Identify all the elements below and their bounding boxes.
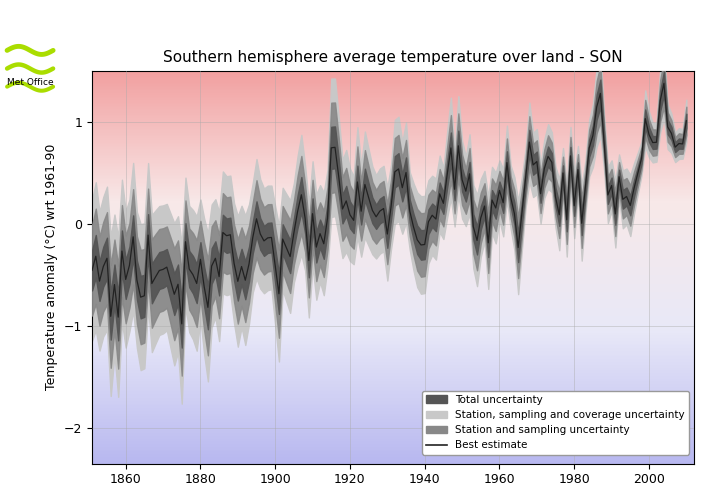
Best estimate bbox=[476, 215, 485, 221]
Best estimate bbox=[260, 238, 268, 244]
Best estimate bbox=[211, 255, 219, 261]
Best estimate bbox=[656, 98, 664, 104]
Best estimate bbox=[578, 220, 586, 226]
Text: Met Office: Met Office bbox=[7, 78, 54, 87]
Best estimate bbox=[178, 321, 186, 327]
Line: Best estimate: Best estimate bbox=[92, 83, 686, 324]
Best estimate bbox=[88, 268, 96, 274]
Legend: Total uncertainty, Station, sampling and coverage uncertainty, Station and sampl: Total uncertainty, Station, sampling and… bbox=[421, 391, 689, 455]
Y-axis label: Temperature anomaly (°C) wrt 1961-90: Temperature anomaly (°C) wrt 1961-90 bbox=[45, 144, 58, 390]
Best estimate bbox=[421, 241, 429, 247]
Title: Southern hemisphere average temperature over land - SON: Southern hemisphere average temperature … bbox=[163, 50, 623, 65]
Best estimate bbox=[682, 118, 690, 124]
Best estimate bbox=[660, 80, 668, 86]
